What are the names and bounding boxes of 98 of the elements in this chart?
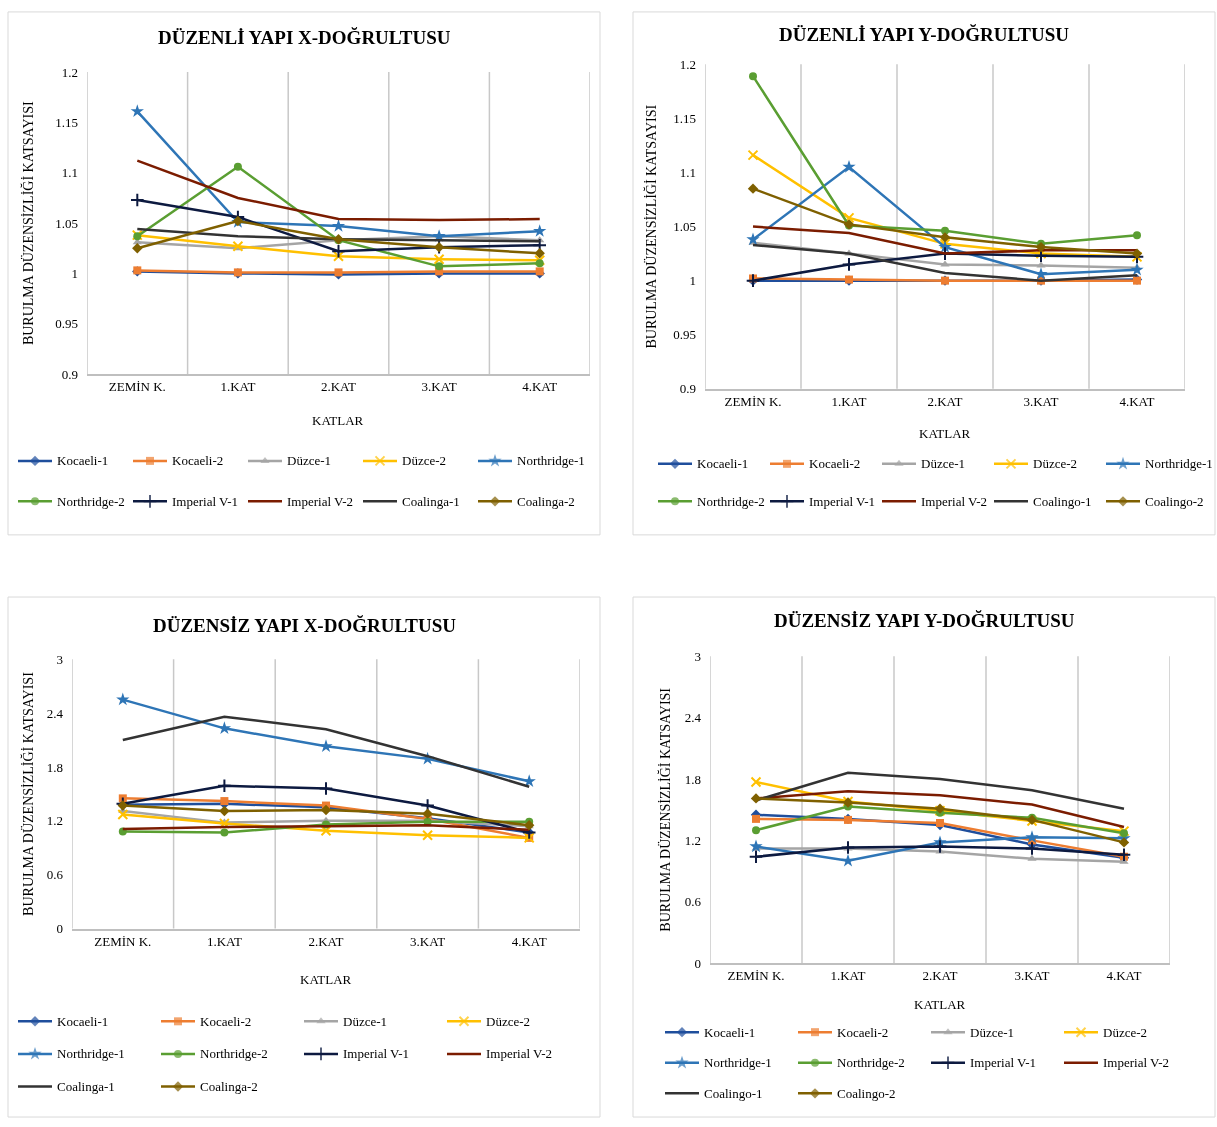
x-tick-label: ZEMİN K. xyxy=(724,394,782,410)
legend-label: Imperial V-2 xyxy=(287,494,354,509)
legend-label: Kocaeli-2 xyxy=(837,1025,889,1040)
x-tick-label: 4.KAT xyxy=(522,379,558,395)
y-tick-label: 3 xyxy=(56,651,63,667)
legend-label: Kocaeli-2 xyxy=(809,456,861,471)
y-tick-label: 1 xyxy=(689,273,696,289)
legend-label: Imperial V-2 xyxy=(486,1046,553,1061)
y-tick-label: 1.2 xyxy=(61,64,78,80)
x-tick-label: 3.KAT xyxy=(410,933,446,949)
legend-label: Kocaeli-1 xyxy=(704,1025,756,1040)
x-tick-label: ZEMİN K. xyxy=(108,379,166,395)
y-tick-label: 3 xyxy=(694,648,701,664)
legend-label: Coalingo-1 xyxy=(704,1086,763,1101)
legend-label: Imperial V-1 xyxy=(343,1046,410,1061)
x-tick-label: 4.KAT xyxy=(511,933,547,949)
legend-label: Düzce-2 xyxy=(486,1014,531,1029)
legend-label: Coalinga-1 xyxy=(57,1079,115,1094)
y-tick-label: 0 xyxy=(56,921,63,937)
y-tick-label: 0.9 xyxy=(61,366,78,382)
legend-label: Northridge-1 xyxy=(57,1046,125,1061)
y-tick-label: 1.1 xyxy=(61,165,78,181)
y-tick-label: 1.05 xyxy=(673,219,696,235)
legend-label: Coalinga-2 xyxy=(200,1079,258,1094)
x-tick-label: ZEMİN K. xyxy=(94,933,152,949)
x-tick-label: 4.KAT xyxy=(1106,968,1142,984)
x-axis-title: KATLAR xyxy=(914,997,966,1012)
legend-label: Imperial V-1 xyxy=(970,1055,1037,1070)
y-tick-label: 1.05 xyxy=(55,215,78,231)
y-tick-label: 0.6 xyxy=(46,867,64,883)
y-tick-label: 2.4 xyxy=(684,710,702,726)
legend-label: Coalingo-2 xyxy=(1145,494,1204,509)
y-tick-label: 1 xyxy=(71,265,78,281)
y-axis-title: BURULMA DÜZENSİZLİĞİ KATSAYISI xyxy=(643,104,660,349)
y-axis-title: BURULMA DÜZENSİZLİĞİ KATSAYISI xyxy=(19,101,36,346)
chart-title: DÜZENLİ YAPI X-DOĞRULTUSU xyxy=(158,27,451,48)
chart-title: DÜZENLİ YAPI Y-DOĞRULTUSU xyxy=(779,24,1070,45)
x-tick-label: 1.KAT xyxy=(831,394,867,410)
legend-label: Düzce-1 xyxy=(287,453,332,468)
y-tick-label: 0.95 xyxy=(55,316,78,332)
y-tick-label: 1.1 xyxy=(679,164,696,180)
legend-label: Imperial V-2 xyxy=(921,494,988,509)
y-tick-label: 0.95 xyxy=(673,327,696,343)
legend-label: Kocaeli-1 xyxy=(57,1014,109,1029)
x-tick-label: 3.KAT xyxy=(1023,394,1059,410)
y-tick-label: 1.2 xyxy=(684,832,701,848)
x-tick-label: 1.KAT xyxy=(206,933,242,949)
legend-label: Northridge-2 xyxy=(697,494,765,509)
legend-label: Coalingo-2 xyxy=(837,1086,896,1101)
y-tick-label: 0 xyxy=(694,955,701,971)
x-tick-label: ZEMİN K. xyxy=(727,968,785,984)
legend-label: Northridge-2 xyxy=(200,1046,268,1061)
x-tick-label: 3.KAT xyxy=(1014,968,1050,984)
x-tick-label: 1.KAT xyxy=(220,379,256,395)
legend-label: Imperial V-1 xyxy=(809,494,876,509)
x-tick-label: 1.KAT xyxy=(830,968,866,984)
legend-label: Coalinga-2 xyxy=(517,494,575,509)
x-tick-label: 2.KAT xyxy=(922,968,958,984)
y-tick-label: 1.2 xyxy=(46,813,63,829)
y-tick-label: 1.2 xyxy=(679,56,696,72)
legend-label: Imperial V-1 xyxy=(172,494,239,509)
x-axis-title: KATLAR xyxy=(919,426,971,441)
legend-label: Düzce-2 xyxy=(402,453,447,468)
x-axis-title: KATLAR xyxy=(300,972,352,987)
legend-label: Northridge-1 xyxy=(517,453,585,468)
y-axis-title: BURULMA DÜZENSİZLİĞİ KATSAYISI xyxy=(20,671,37,916)
legend-label: Northridge-1 xyxy=(1145,456,1213,471)
legend-label: Kocaeli-1 xyxy=(697,456,749,471)
chart-title: DÜZENSİZ YAPI X-DOĞRULTUSU xyxy=(153,615,457,636)
legend-label: Kocaeli-2 xyxy=(172,453,224,468)
legend-label: Kocaeli-1 xyxy=(57,453,109,468)
chart-title: DÜZENSİZ YAPI Y-DOĞRULTUSU xyxy=(774,610,1075,631)
legend-label: Düzce-1 xyxy=(970,1025,1015,1040)
y-tick-label: 0.9 xyxy=(679,381,696,397)
x-tick-label: 2.KAT xyxy=(308,933,344,949)
legend-label: Northridge-2 xyxy=(57,494,125,509)
legend-label: Düzce-2 xyxy=(1103,1025,1148,1040)
legend-label: Düzce-2 xyxy=(1033,456,1078,471)
legend-label: Düzce-1 xyxy=(343,1014,388,1029)
y-tick-label: 1.15 xyxy=(55,114,78,130)
y-tick-label: 1.15 xyxy=(673,110,696,126)
x-tick-label: 3.KAT xyxy=(421,379,457,395)
y-tick-label: 0.6 xyxy=(684,894,702,910)
legend-label: Northridge-2 xyxy=(837,1055,905,1070)
y-tick-label: 2.4 xyxy=(46,705,64,721)
y-tick-label: 1.8 xyxy=(684,771,701,787)
legend-label: Düzce-1 xyxy=(921,456,966,471)
legend-label: Northridge-1 xyxy=(704,1055,772,1070)
legend-label: Imperial V-2 xyxy=(1103,1055,1170,1070)
legend-label: Kocaeli-2 xyxy=(200,1014,252,1029)
x-tick-label: 4.KAT xyxy=(1119,394,1155,410)
x-axis-title: KATLAR xyxy=(312,413,364,428)
y-axis-title: BURULMA DÜZENSİZLİĞİ KATSAYISI xyxy=(657,687,674,932)
x-tick-label: 2.KAT xyxy=(320,379,357,395)
y-tick-label: 1.8 xyxy=(46,759,63,775)
legend-label: Coalingo-1 xyxy=(1033,494,1092,509)
legend-label: Coalinga-1 xyxy=(402,494,460,509)
x-tick-label: 2.KAT xyxy=(927,394,963,410)
